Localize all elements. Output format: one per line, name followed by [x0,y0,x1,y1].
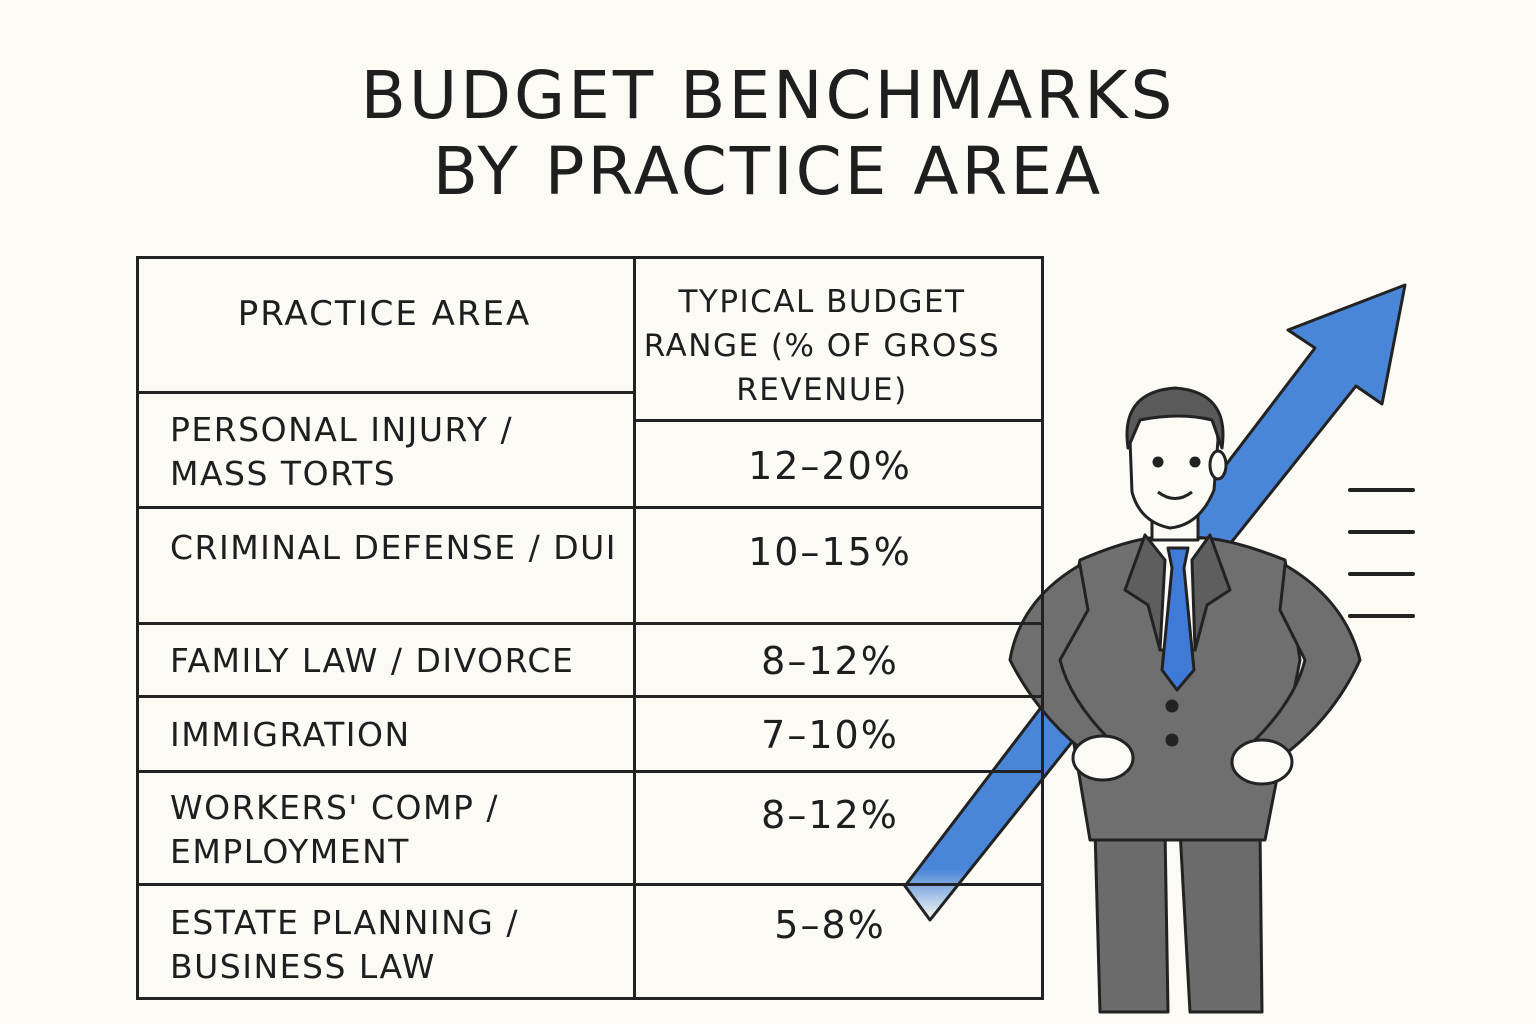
practice-area-cell: IMMIGRATION [170,715,411,754]
practice-area-cell: CRIMINAL DEFENSE / DUI [170,528,618,567]
row-divider [136,695,1044,698]
page-title: BUDGET BENCHMARKS BY PRACTICE AREA [0,58,1536,210]
budget-range-cell: 7–10% [761,713,899,757]
budget-range-cell: 10–15% [748,530,912,574]
row-divider [136,883,1044,886]
header-budget-range: TYPICAL BUDGET RANGE (% OF GROSS REVENUE… [643,284,1001,408]
title-line-2: BY PRACTICE AREA [432,133,1104,210]
budget-range-cell: 5–8% [774,903,886,947]
title-line-1: BUDGET BENCHMARKS [360,57,1176,134]
row-divider [636,419,1044,422]
column-divider [633,256,636,1000]
benchmarks-table [136,256,1044,1000]
row-divider [136,391,636,394]
budget-range-cell: 8–12% [761,793,899,837]
row-divider [136,770,1044,773]
budget-range-cell: 12–20% [748,444,912,488]
header-practice-area: PRACTICE AREA [237,294,532,334]
businessman-figure-icon [1008,386,1362,1014]
practice-area-cell: FAMILY LAW / DIVORCE [170,641,575,680]
budget-range-cell: 8–12% [761,639,899,683]
practice-area-cell: ESTATE PLANNING / BUSINESS LAW [170,903,519,986]
row-divider [136,622,1044,625]
row-divider [136,506,1044,509]
practice-area-cell: WORKERS' COMP / EMPLOYMENT [170,788,499,871]
speed-lines-icon [1348,488,1415,618]
practice-area-cell: PERSONAL INJURY / MASS TORTS [170,410,514,493]
